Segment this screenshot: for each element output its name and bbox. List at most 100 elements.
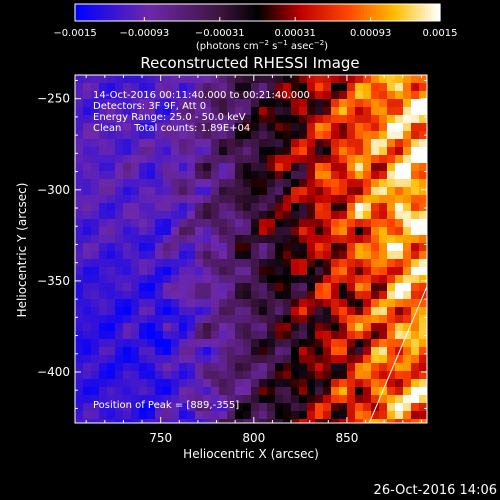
heatmap-cell [123, 179, 132, 188]
heatmap-cell [379, 323, 388, 332]
heatmap-cell [275, 339, 284, 348]
heatmap-cell [243, 83, 252, 92]
heatmap-cell [371, 267, 380, 276]
heatmap-cell [227, 347, 236, 356]
heatmap-cell [155, 403, 164, 412]
heatmap-cell [139, 107, 148, 116]
heatmap-cell [339, 267, 348, 276]
heatmap-cell [331, 419, 340, 423]
heatmap-cell [131, 403, 140, 412]
heatmap-cell [267, 91, 276, 100]
heatmap-cell [235, 331, 244, 340]
heatmap-cell [131, 219, 140, 228]
heatmap-cell [83, 195, 92, 204]
heatmap-cell [411, 387, 420, 396]
heatmap-cell [83, 131, 92, 140]
heatmap-cell [211, 299, 220, 308]
colorbar-swatch [227, 4, 231, 21]
heatmap-cell [83, 291, 92, 300]
heatmap-cell [299, 307, 308, 316]
heatmap-cell [251, 291, 260, 300]
heatmap-cell [115, 363, 124, 372]
heatmap-cell [123, 411, 132, 420]
heatmap-cell [315, 291, 324, 300]
heatmap-cell [403, 323, 412, 332]
heatmap-cell [203, 243, 212, 252]
heatmap-cell [235, 203, 244, 212]
heatmap-cell [243, 123, 252, 132]
heatmap-cell [347, 147, 356, 156]
colorbar-swatch [406, 4, 411, 21]
heatmap-cell [99, 115, 108, 124]
heatmap-cell [267, 139, 276, 148]
heatmap-cell [75, 259, 84, 268]
heatmap-cell [203, 323, 212, 332]
heatmap-cell [339, 403, 348, 412]
heatmap-cell [195, 131, 204, 140]
heatmap-cell [323, 179, 332, 188]
heatmap-cell [403, 259, 412, 268]
heatmap-cell [219, 203, 228, 212]
heatmap-cell [379, 299, 388, 308]
heatmap-cell [307, 187, 316, 196]
heatmap-cell [243, 155, 252, 164]
heatmap-cell [195, 371, 204, 380]
heatmap-cell [379, 163, 388, 172]
heatmap-cell [187, 395, 196, 404]
heatmap-cell [171, 187, 180, 196]
heatmap-cell [259, 251, 268, 260]
heatmap-cell [219, 243, 228, 252]
heatmap-cell [83, 179, 92, 188]
heatmap-cell [131, 147, 140, 156]
heatmap-cell [99, 83, 108, 92]
heatmap-cell [235, 147, 244, 156]
heatmap-cell [299, 315, 308, 324]
heatmap-cell [403, 235, 412, 244]
heatmap-cell [123, 227, 132, 236]
heatmap-cell [99, 91, 108, 100]
heatmap-cell [363, 171, 372, 180]
heatmap-cell [219, 323, 228, 332]
heatmap-cell [235, 315, 244, 324]
heatmap-cell [139, 99, 148, 108]
heatmap-cell [147, 139, 156, 148]
heatmap-cell [275, 99, 284, 108]
heatmap-cell [387, 147, 396, 156]
colorbar-swatch [351, 4, 356, 21]
heatmap-cell [395, 363, 404, 372]
heatmap-cell [339, 315, 348, 324]
heatmap-cell [195, 163, 204, 172]
heatmap-cell [403, 251, 412, 260]
heatmap-cell [227, 379, 236, 388]
heatmap-cell [219, 419, 228, 423]
heatmap-cell [307, 219, 316, 228]
heatmap-cell [187, 307, 196, 316]
heatmap-cell [123, 107, 132, 116]
heatmap-cell [363, 227, 372, 236]
heatmap-cell [291, 211, 300, 220]
heatmap-cell [355, 195, 364, 204]
heatmap-cell [155, 235, 164, 244]
heatmap-cell [243, 75, 252, 84]
colorbar-swatch [260, 4, 265, 21]
heatmap-cell [107, 419, 116, 423]
heatmap-cell [251, 267, 260, 276]
heatmap-cell [83, 387, 92, 396]
heatmap-cell [195, 267, 204, 276]
heatmap-cell [163, 419, 172, 423]
heatmap-cell [235, 339, 244, 348]
heatmap-cell [283, 251, 292, 260]
heatmap-cell [227, 211, 236, 220]
heatmap-cell [123, 131, 132, 140]
heatmap-cell [411, 355, 420, 364]
heatmap-cell [411, 379, 420, 388]
heatmap-cell [283, 283, 292, 292]
heatmap-cell [139, 147, 148, 156]
heatmap-cell [267, 83, 276, 92]
heatmap-cell [179, 355, 188, 364]
heatmap-cell [323, 139, 332, 148]
heatmap-cell [187, 123, 196, 132]
heatmap-cell [419, 123, 427, 132]
heatmap-cell [211, 363, 220, 372]
heatmap-cell [275, 291, 284, 300]
